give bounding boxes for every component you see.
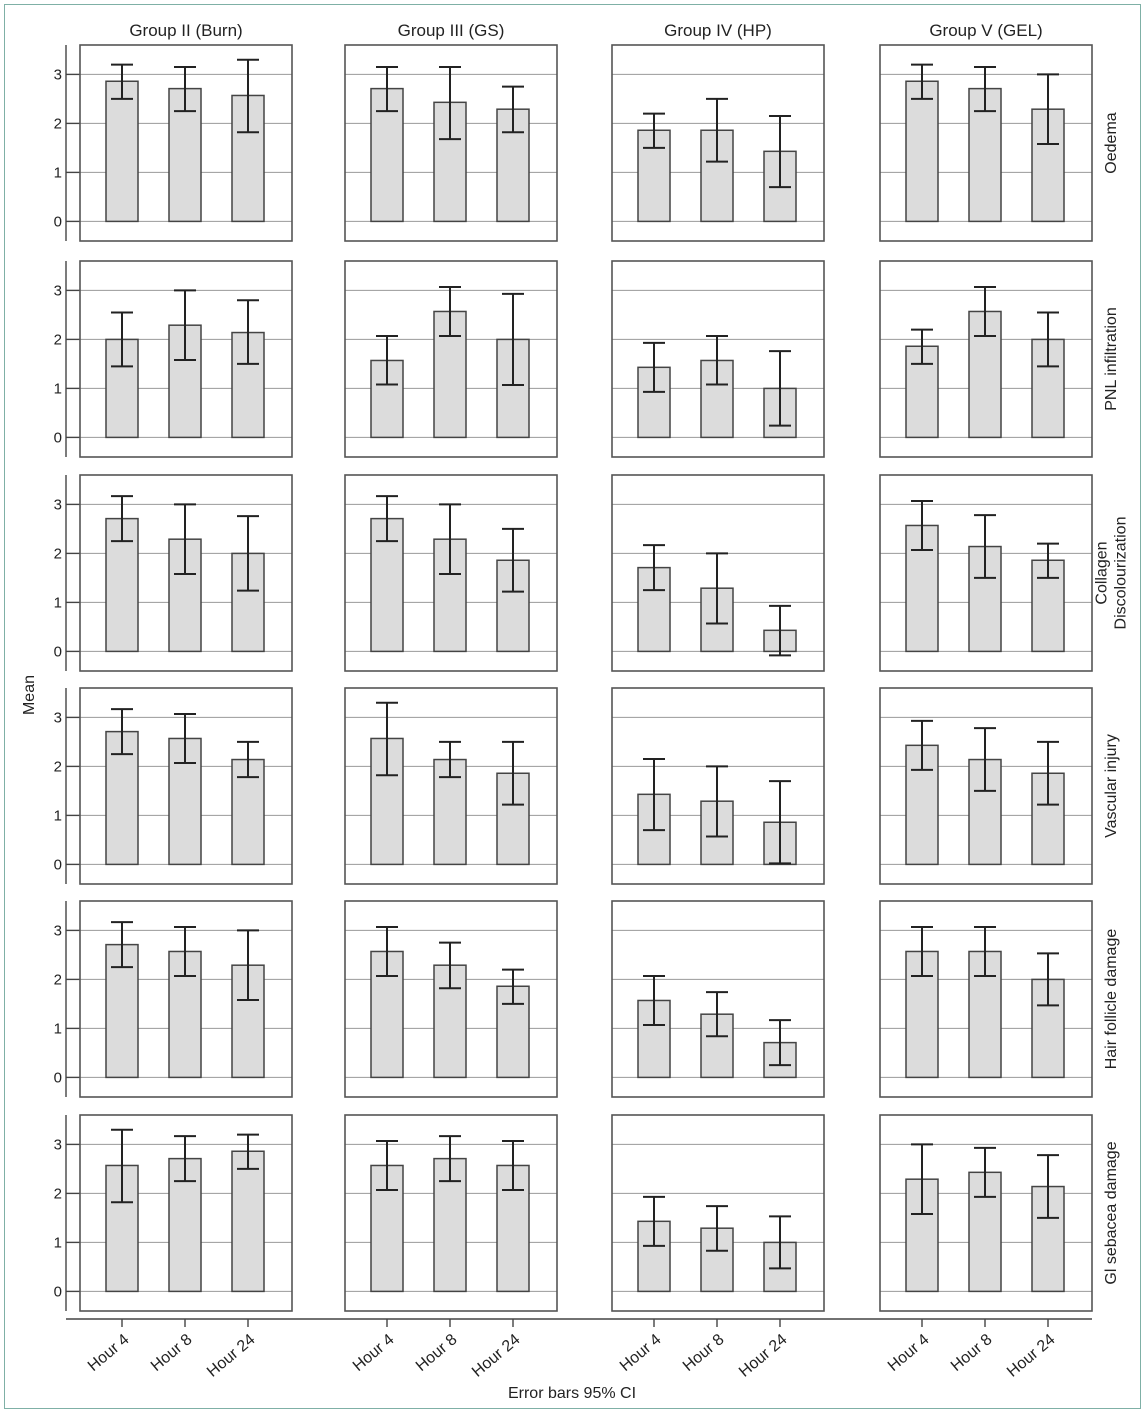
column-title-group-v-gel: Group V (GEL) [929,21,1042,40]
panel-frame-gl-sebacea-damage-group-ii-burn [79,1114,293,1312]
y-tick-label: 2 [54,545,62,562]
panel-frame-oedema-group-iv-hp [611,44,825,242]
row-label-collagen: Collagen [1094,541,1111,604]
panel-frame-gl-sebacea-damage-group-iv-hp [611,1114,825,1312]
y-tick-label: 1 [54,164,62,181]
panel-frame-vascular-injury-group-v-gel [879,687,1093,885]
row-label-discolourization: Discolourization [1113,517,1130,630]
panel-frame-hair-follicle-damage-group-ii-burn [79,900,293,1098]
y-tick-label: 1 [54,1234,62,1251]
x-axis-title: Error bars 95% CI [508,1385,636,1402]
panel-frame-vascular-injury-group-iv-hp [611,687,825,885]
y-tick-label: 3 [54,282,62,299]
bar-oedema-group-ii-burn-hour-24 [231,94,265,223]
y-axis-title: Mean [21,675,38,715]
y-tick-label: 2 [54,115,62,132]
row-label-hair-follicle-damage: Hair follicle damage [1103,929,1120,1070]
y-tick-label: 2 [54,1185,62,1202]
column-title-group-iv-hp: Group IV (HP) [664,21,772,40]
y-tick-label: 1 [54,380,62,397]
bar-oedema-group-v-gel-hour-4 [905,80,939,223]
panel-frame-hair-follicle-damage-group-v-gel [879,900,1093,1098]
panel-frame-hair-follicle-damage-group-iv-hp [611,900,825,1098]
y-tick-label: 1 [54,1020,62,1037]
panel-frame-pnl-infiltration-group-iv-hp [611,260,825,458]
y-tick-label: 3 [54,709,62,726]
column-title-group-iii-gs: Group III (GS) [398,21,505,40]
y-tick-label: 3 [54,922,62,939]
panel-frame-hair-follicle-damage-group-iii-gs [344,900,558,1098]
bar-oedema-group-ii-burn-hour-4 [105,80,139,223]
panel-frame-collagen-discolourization-group-v-gel [879,474,1093,672]
y-tick-label: 2 [54,758,62,775]
y-tick-label: 0 [54,856,62,873]
bar-gl-sebacea-damage-group-ii-burn-hour-24 [231,1150,265,1293]
y-tick-label: 3 [54,1136,62,1153]
panel-frame-vascular-injury-group-iii-gs [344,687,558,885]
y-tick-label: 3 [54,66,62,83]
panel-frame-oedema-group-iii-gs [344,44,558,242]
bar-gl-sebacea-damage-group-v-gel-hour-4 [905,1178,939,1293]
y-tick-label: 2 [54,971,62,988]
figure-frame [4,4,1141,1409]
y-tick-label: 2 [54,331,62,348]
y-tick-label: 3 [54,496,62,513]
row-label-gl-sebacea-damage: Gl sebacea damage [1103,1141,1120,1284]
y-tick-label: 1 [54,807,62,824]
panel-frame-gl-sebacea-damage-group-v-gel [879,1114,1093,1312]
y-tick-label: 0 [54,1283,62,1300]
y-tick-label: 0 [54,1069,62,1086]
row-label-vascular-injury: Vascular injury [1103,734,1120,838]
y-tick-label: 0 [54,429,62,446]
column-title-group-ii-burn: Group II (Burn) [129,21,242,40]
panel-frame-pnl-infiltration-group-iii-gs [344,260,558,458]
panel-frame-oedema-group-ii-burn [79,44,293,242]
panel-frame-collagen-discolourization-group-iii-gs [344,474,558,672]
panel-frame-gl-sebacea-damage-group-iii-gs [344,1114,558,1312]
panel-frame-collagen-discolourization-group-iv-hp [611,474,825,672]
panel-frame-pnl-infiltration-group-v-gel [879,260,1093,458]
panel-frame-collagen-discolourization-group-ii-burn [79,474,293,672]
panel-frame-pnl-infiltration-group-ii-burn [79,260,293,458]
y-tick-label: 1 [54,594,62,611]
row-label-oedema: Oedema [1103,112,1120,173]
y-tick-label: 0 [54,213,62,230]
y-tick-label: 0 [54,643,62,660]
row-label-pnl-infiltration: PNL infiltration [1103,307,1120,410]
panel-frame-vascular-injury-group-ii-burn [79,687,293,885]
panel-frame-oedema-group-v-gel [879,44,1093,242]
